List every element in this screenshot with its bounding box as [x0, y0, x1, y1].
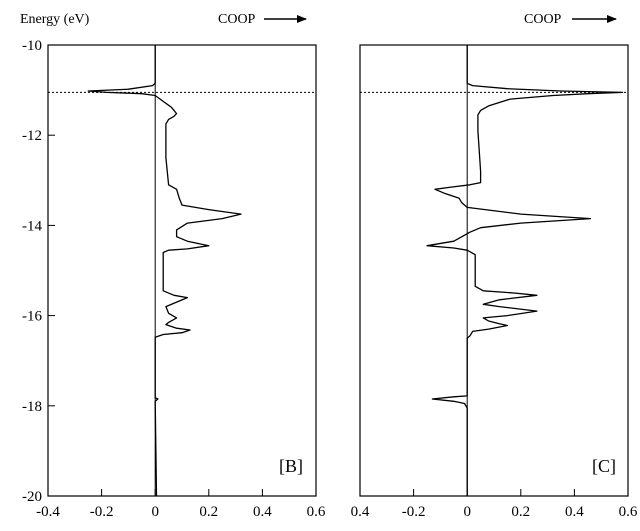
x-tick-label-b-3: 0.2	[199, 504, 218, 520]
x-ticks-b: -0.4 -0.2 0 0.2 0.4 0.6	[36, 489, 326, 520]
energy-axis-label: Energy (eV)	[20, 12, 90, 27]
x-tick-label-c-3: 0.2	[511, 504, 530, 520]
x-tick-label-c-5: 0.6	[619, 504, 638, 520]
y-tick-label-b-5: -20	[22, 489, 42, 505]
coop-curve-c	[426, 45, 624, 496]
plot-frame-b	[47, 44, 317, 497]
coop-label-panel-b: COOP	[218, 12, 256, 27]
x-tick-label-c-2: 0	[463, 504, 471, 520]
x-tick-label-c-1: -0.2	[402, 504, 426, 520]
x-tick-label-c-0: 0.4	[351, 504, 370, 520]
y-tick-label-b-0: -10	[22, 38, 42, 54]
y-tick-label-b-4: -18	[22, 399, 42, 415]
x-tick-label-b-4: 0.4	[253, 504, 272, 520]
panel-label-c: [C]	[592, 456, 616, 476]
x-tick-label-b-5: 0.6	[307, 504, 326, 520]
panel-label-b: [B]	[279, 456, 303, 476]
coop-label-panel-c: COOP	[524, 12, 562, 27]
plot-frame-c	[359, 44, 629, 497]
x-tick-label-b-1: -0.2	[90, 504, 114, 520]
coop-curve-b	[87, 45, 242, 497]
x-tick-label-b-0: -0.4	[36, 504, 60, 520]
x-ticks-c: 0.4 -0.2 0 0.2 0.4 0.6	[351, 489, 638, 520]
x-tick-label-b-2: 0	[151, 504, 159, 520]
y-tick-label-b-3: -16	[22, 309, 42, 325]
y-ticks-b: -10 -12 -14 -16 -18 -20	[22, 38, 55, 505]
x-tick-label-c-4: 0.4	[565, 504, 584, 520]
panel-b: -10 -12 -14 -16 -18 -20 -0.4 -0.2 0 0.2 0.4 0.6 [B…	[22, 38, 326, 520]
y-tick-label-b-2: -14	[22, 218, 42, 234]
panel-c: 0.4 -0.2 0 0.2 0.4 0.6 [C]	[351, 44, 638, 520]
y-tick-label-b-1: -12	[22, 128, 42, 144]
